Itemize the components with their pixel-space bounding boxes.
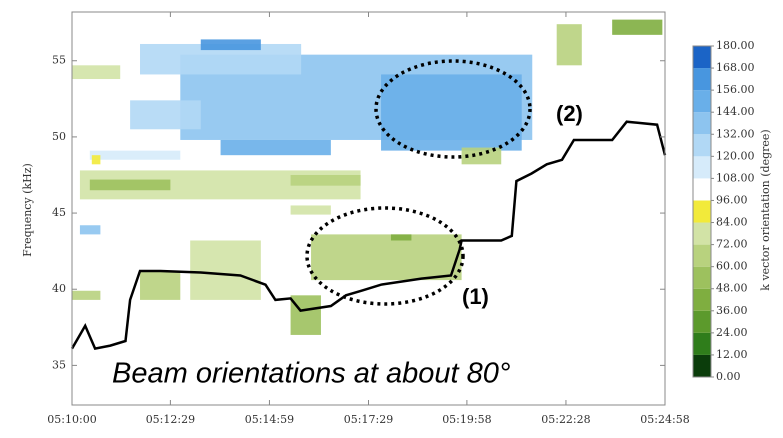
- x-tick-label: 05:10:00: [47, 413, 96, 426]
- colorbar-band: [693, 134, 711, 157]
- colorbar-tick-label: 96.00: [716, 193, 748, 206]
- y-axis-label: Frequency (kHz): [21, 163, 34, 257]
- heatmap-cell: [140, 270, 181, 300]
- colorbar-tick-label: 36.00: [716, 304, 748, 317]
- heatmap-cell: [381, 74, 522, 151]
- heatmap-cell: [461, 147, 502, 165]
- heatmap-cell: [200, 39, 261, 51]
- heatmap-cell: [190, 240, 261, 300]
- colorbar-band: [693, 354, 711, 377]
- heatmap-cell: [89, 150, 181, 160]
- colorbar-tick-label: 120.00: [716, 149, 755, 162]
- overlay: 35 40 45 50 55 05:10:00 05:12:29 05:14:59 05:17:…: [47, 11, 755, 426]
- heatmap-cell: [220, 139, 331, 156]
- frequency-line: [70, 120, 667, 351]
- colorbar-tick-label: 48.00: [716, 282, 748, 295]
- heatmap-cell: [290, 205, 331, 215]
- annotation: Beam orientations at about 80°: [112, 358, 511, 390]
- heatmap-cell: [390, 234, 412, 241]
- colorbar-tick-label: 0.00: [716, 370, 741, 383]
- heatmap-cell: [79, 225, 101, 235]
- colorbar-band: [693, 200, 711, 223]
- colorbar-tick-label: 108.00: [716, 171, 755, 184]
- colorbar-tick-label: 132.00: [716, 127, 755, 140]
- colorbar-frame: [692, 45, 712, 378]
- colorbar-tick-label: 180.00: [716, 39, 755, 52]
- colorbar-tick-label: 144.00: [716, 105, 755, 118]
- annotation: (1): [462, 284, 489, 309]
- colorbar-tick-label: 168.00: [716, 61, 755, 74]
- colorbar-band: [693, 288, 711, 311]
- heatmap-cell: [89, 179, 171, 191]
- colorbar-band: [693, 244, 711, 267]
- colorbar-tick-label: 156.00: [716, 83, 755, 96]
- colorbar-tick-label: 60.00: [716, 260, 748, 273]
- heatmap-cell: [130, 100, 201, 130]
- colorbar-band: [693, 332, 711, 355]
- colorbar-band: [693, 178, 711, 201]
- heatmap-cell: [612, 19, 663, 35]
- x-tick-label: 05:14:59: [245, 413, 294, 426]
- colorbar-tick-label: 12.00: [716, 348, 748, 361]
- heatmap-cell: [290, 295, 321, 335]
- heatmap-cell: [72, 290, 101, 300]
- colorbar-tick-label: 84.00: [716, 216, 748, 229]
- y-tick-label: 45: [52, 206, 66, 219]
- colorbar-band: [693, 112, 711, 135]
- x-tick-label: 05:24:58: [640, 413, 689, 426]
- x-tick-label: 05:12:29: [146, 413, 195, 426]
- x-tick-label: 05:17:29: [344, 413, 393, 426]
- colorbar-band: [693, 46, 711, 69]
- colorbar-tick-label: 24.00: [716, 326, 748, 339]
- x-tick-label: 05:22:28: [541, 413, 590, 426]
- annotation: (2): [556, 101, 583, 126]
- colorbar-band: [693, 68, 711, 91]
- heatmap-cell: [72, 65, 121, 80]
- heatmap-cell: [290, 174, 361, 186]
- colorbar-band: [693, 266, 711, 289]
- colorbar-label: k vector orientation (degree): [759, 129, 772, 290]
- heatmap-cell: [556, 24, 582, 66]
- highlight-ellipse: [305, 206, 465, 306]
- y-tick-label: 35: [52, 358, 66, 371]
- colorbar-tick-label: 72.00: [716, 238, 748, 251]
- heatmap-cell: [311, 234, 462, 281]
- y-tick-label: 55: [52, 54, 66, 67]
- highlight-ellipse: [374, 59, 532, 159]
- colorbar-band: [693, 156, 711, 179]
- colorbar-band: [693, 90, 711, 113]
- x-tick-label: 05:19:58: [442, 413, 491, 426]
- colorbar-band: [693, 222, 711, 245]
- heatmap: [72, 19, 663, 335]
- y-tick-label: 50: [52, 130, 66, 143]
- heatmap-cell: [91, 155, 101, 165]
- y-tick-label: 40: [52, 282, 66, 295]
- colorbar-band: [693, 310, 711, 333]
